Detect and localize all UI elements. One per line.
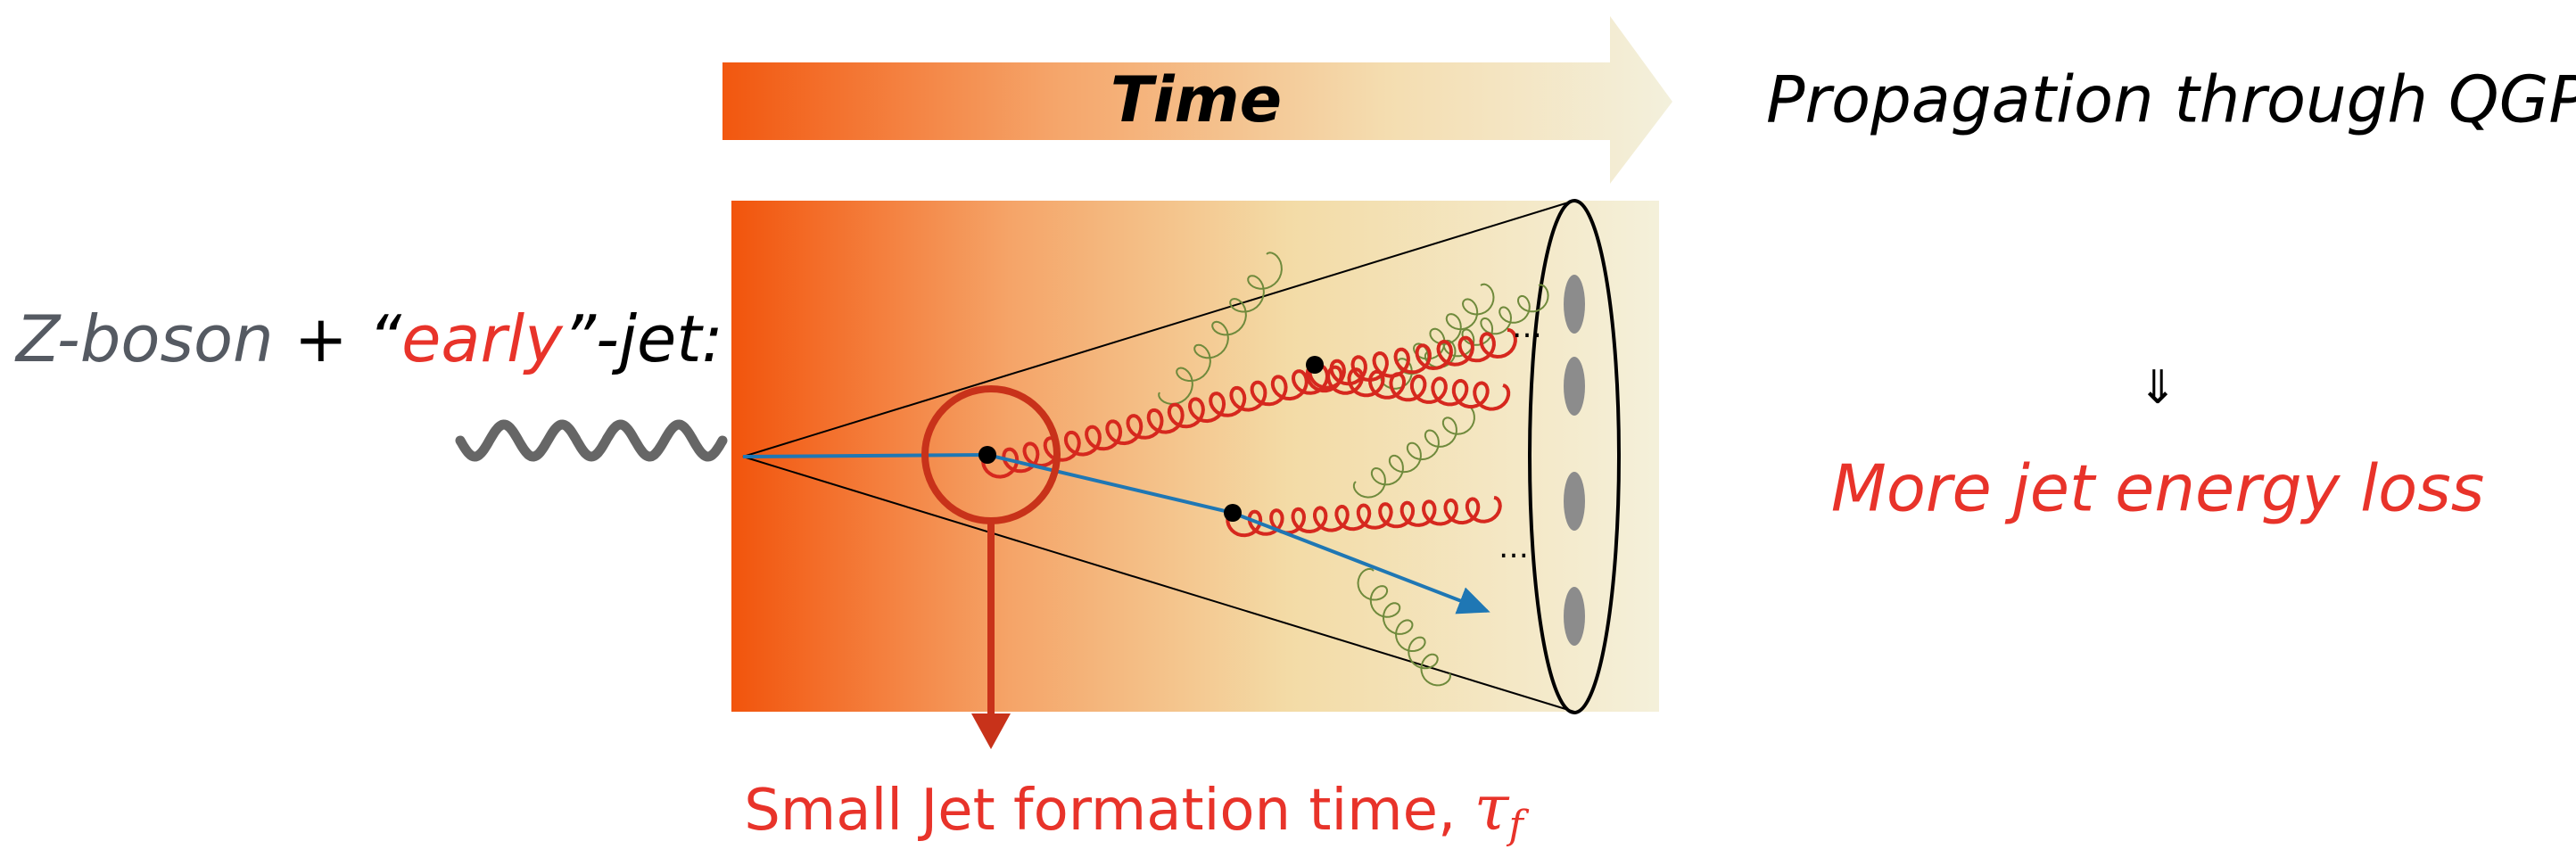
jet-suffix: ”-jet: (563, 301, 723, 376)
caption: Small Jet formation time, τf (744, 771, 1529, 848)
time-label: Time (1110, 63, 1282, 136)
vertex (1306, 356, 1324, 374)
pointer-head (971, 713, 1011, 749)
ellipsis: … (1512, 309, 1542, 345)
left-label: Z-boson + “early”-jet: (14, 301, 723, 376)
implies-arrow: ⇓ (2138, 361, 2177, 415)
diagram: Time Propagation through QGP … … Z-boson… (0, 0, 2576, 866)
page: Time Propagation through QGP … … Z-boson… (0, 0, 2576, 866)
quote: “ (368, 301, 402, 376)
z-boson-wave (460, 425, 722, 457)
cell (1564, 472, 1585, 531)
early: early (401, 301, 564, 376)
cell (1564, 275, 1585, 334)
cell (1564, 587, 1585, 646)
result-text: More jet energy loss (1831, 451, 2484, 526)
vertex (1224, 504, 1242, 522)
plus: + (294, 301, 348, 376)
tau: τ (1474, 771, 1510, 845)
z-boson: Z-boson (14, 301, 274, 376)
caption-text: Small Jet formation time, (744, 778, 1474, 844)
tau-subscript: f (1506, 803, 1529, 848)
ellipsis: … (1499, 530, 1529, 565)
propagation-label: Propagation through QGP (1766, 62, 2576, 137)
vertex (978, 446, 996, 464)
cell (1564, 357, 1585, 416)
